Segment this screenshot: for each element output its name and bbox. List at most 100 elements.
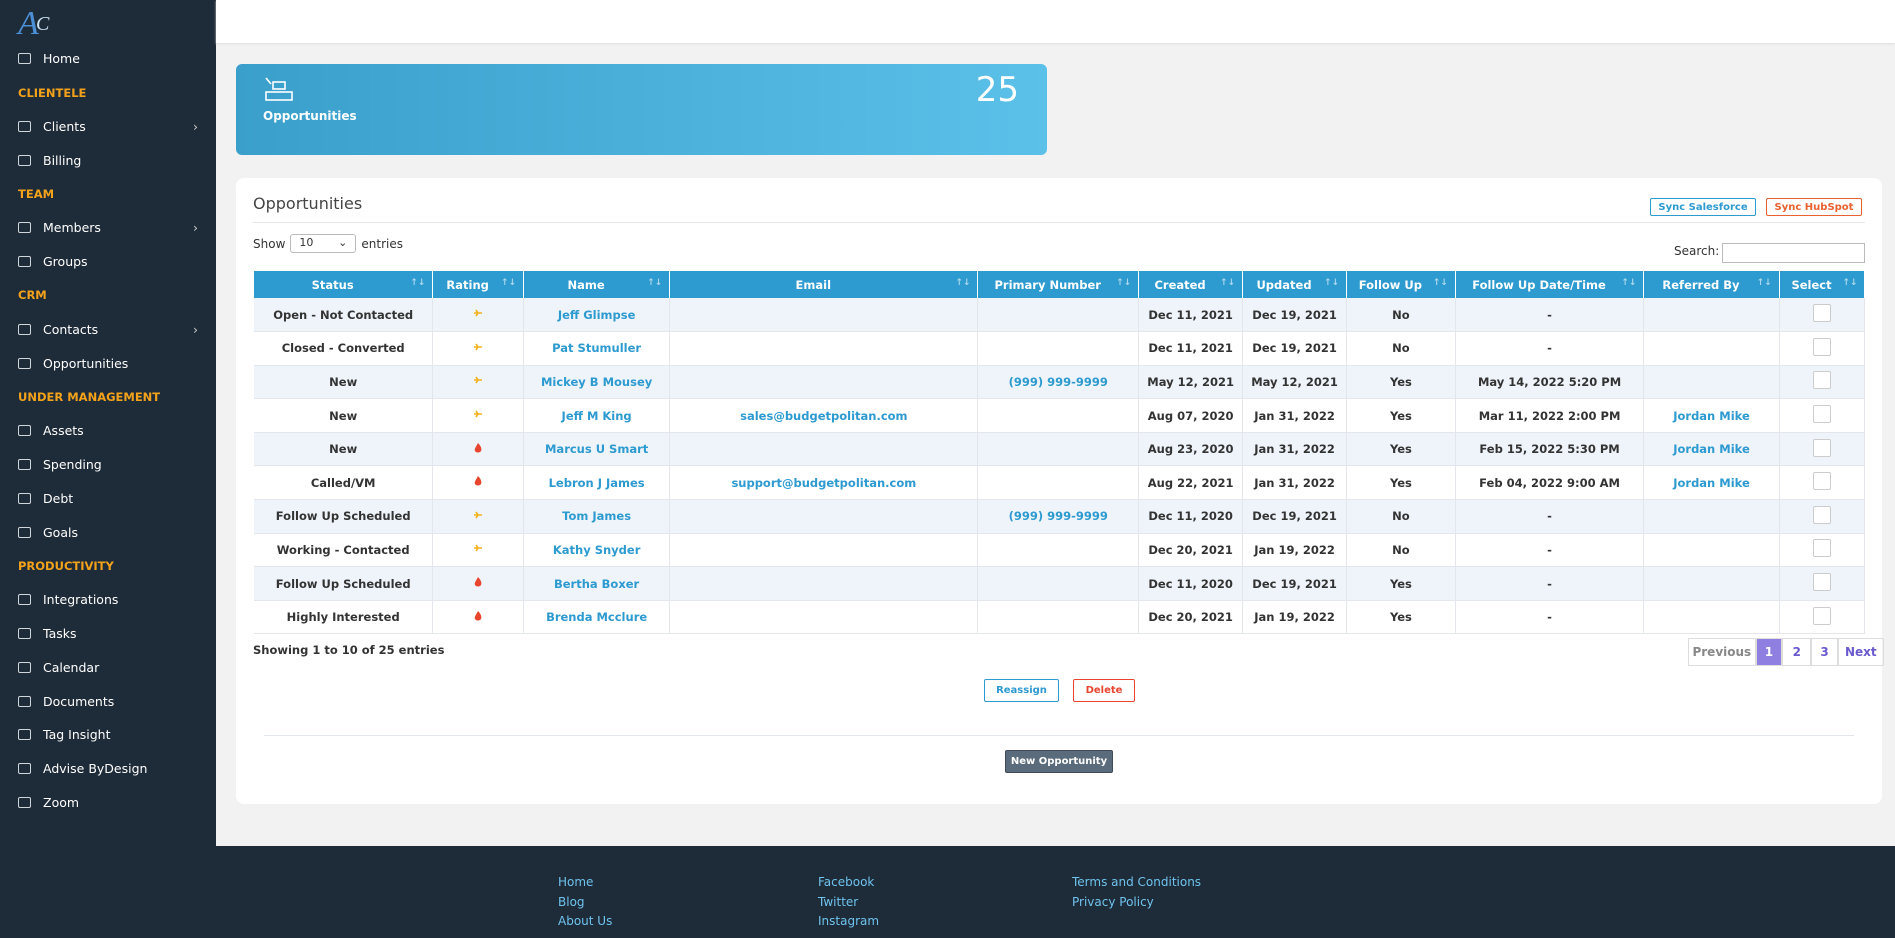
reassign-button[interactable]: Reassign (984, 679, 1059, 702)
nav-item[interactable]: Zoom (0, 786, 216, 820)
nav-item[interactable]: Groups (0, 245, 216, 279)
column-header[interactable]: Primary Number ↑↓ (977, 271, 1140, 298)
nav-item[interactable]: Home (0, 42, 216, 76)
column-header[interactable]: Select ↑↓ (1779, 271, 1866, 298)
nav-section: TEAM (0, 177, 216, 211)
cell-link[interactable]: Brenda Mcclure (546, 610, 648, 625)
column-header[interactable]: Referred By ↑↓ (1643, 271, 1780, 298)
footer-link[interactable]: Home (558, 875, 594, 889)
nav-item[interactable]: Advise ByDesign (0, 752, 216, 786)
page-button[interactable]: Previous (1688, 638, 1756, 666)
delete-button[interactable]: Delete (1073, 679, 1135, 702)
nav-item[interactable]: Tasks (0, 617, 216, 651)
rating-icon (474, 545, 483, 552)
footer-link[interactable]: Blog (558, 894, 585, 909)
cell (1643, 533, 1780, 568)
cell-link[interactable]: Marcus U Smart (544, 442, 649, 457)
cell: - (1455, 298, 1645, 333)
nav-item[interactable]: Goals (0, 515, 216, 549)
row-checkbox[interactable] (1813, 405, 1832, 424)
page-button[interactable]: 2 (1782, 638, 1812, 666)
nav-label: TEAM (18, 187, 55, 202)
cell: Dec 19, 2021 (1242, 298, 1348, 333)
nav-item[interactable]: Integrations (0, 583, 216, 617)
nav-item[interactable]: Clients › (0, 110, 216, 144)
row-checkbox[interactable] (1813, 573, 1832, 592)
card-count: 25 (975, 70, 1019, 110)
cell (1779, 533, 1866, 568)
cell-link[interactable]: support@budgetpolitan.com (731, 475, 917, 490)
header-label: Select (1791, 277, 1832, 292)
search-input[interactable] (1722, 243, 1865, 263)
cell-text: Dec 11, 2020 (1148, 509, 1233, 524)
cell: New (254, 365, 434, 400)
page-button[interactable]: 1 (1755, 638, 1783, 666)
cell-link[interactable]: Jordan Mike (1673, 475, 1750, 490)
cell-link[interactable]: Mickey B Mousey (540, 374, 653, 389)
cell-text: Yes (1389, 442, 1412, 457)
nav-item[interactable]: Billing (0, 143, 216, 177)
sync-hubspot[interactable]: Sync HubSpot (1766, 198, 1862, 216)
cell-link[interactable]: Bertha Boxer (553, 576, 640, 591)
cell: No (1346, 298, 1456, 333)
row-checkbox[interactable] (1813, 371, 1832, 390)
cell-link[interactable]: Jordan Mike (1673, 408, 1750, 423)
row-checkbox[interactable] (1813, 304, 1832, 323)
cell-link[interactable]: Lebron J James (548, 475, 645, 490)
cell: New (254, 432, 434, 467)
nav-item[interactable]: Debt (0, 481, 216, 515)
footer-link[interactable]: Privacy Policy (1072, 894, 1154, 909)
nav-item[interactable]: Members › (0, 211, 216, 245)
cell: sales@budgetpolitan.com (669, 398, 979, 433)
page-size-select[interactable]: 10 ⌄ (290, 234, 357, 253)
row-checkbox[interactable] (1813, 438, 1832, 457)
cell: New (254, 398, 434, 433)
cell-link[interactable]: Tom James (562, 509, 632, 524)
footer-link[interactable]: About Us (558, 914, 613, 928)
sort-icon: ↑↓ (1323, 277, 1340, 288)
cell-link[interactable]: (999) 999-9999 (1008, 509, 1108, 524)
cell-link[interactable]: (999) 999-9999 (1008, 374, 1108, 389)
page-button[interactable]: 3 (1811, 638, 1838, 666)
page-button[interactable]: Next (1837, 638, 1884, 666)
column-header[interactable]: Email ↑↓ (669, 271, 979, 298)
column-header[interactable]: Status ↑↓ (254, 271, 434, 298)
column-header[interactable]: Follow Up ↑↓ (1346, 271, 1456, 298)
nav-icon (18, 458, 31, 470)
row-checkbox[interactable] (1813, 505, 1832, 524)
nav-item[interactable]: Spending (0, 448, 216, 482)
cell-link[interactable]: Pat Stumuller (552, 341, 642, 356)
cell-link[interactable]: Jeff Glimpse (557, 307, 636, 322)
opportunities-table: Status ↑↓ Rating ↑↓ Name ↑↓ Email ↑↓ Primary Num… (254, 271, 1866, 635)
footer-link[interactable]: Facebook (818, 875, 875, 889)
table-row: Called/VM Lebron J James support@budgetpol… (254, 465, 1866, 501)
row-checkbox[interactable] (1813, 539, 1832, 558)
column-header[interactable]: Rating ↑↓ (432, 271, 524, 298)
nav-item[interactable]: Documents (0, 684, 216, 718)
cell (1779, 600, 1866, 635)
footer-link[interactable]: Twitter (818, 894, 859, 909)
column-header[interactable]: Name ↑↓ (523, 271, 671, 298)
cell (977, 465, 1140, 501)
sync-salesforce[interactable]: Sync Salesforce (1650, 198, 1756, 216)
nav-item[interactable]: Tag Insight (0, 718, 216, 752)
cell-link[interactable]: Kathy Snyder (552, 542, 641, 557)
column-header[interactable]: Created ↑↓ (1138, 271, 1244, 298)
cell-link[interactable]: sales@budgetpolitan.com (740, 408, 908, 423)
nav-item[interactable]: Calendar (0, 650, 216, 684)
column-header[interactable]: Updated ↑↓ (1242, 271, 1348, 298)
new-opportunity-button[interactable]: New Opportunity (1005, 750, 1113, 773)
row-checkbox[interactable] (1813, 337, 1832, 356)
cell-link[interactable]: Jordan Mike (1673, 442, 1750, 457)
cell-link[interactable]: Jeff M King (561, 408, 632, 423)
footer-link[interactable]: Terms and Conditions (1072, 875, 1202, 889)
row-checkbox[interactable] (1813, 606, 1832, 625)
nav-item[interactable]: Contacts › (0, 312, 216, 346)
footer-link[interactable]: Instagram (818, 914, 880, 928)
row-checkbox[interactable] (1813, 472, 1832, 491)
column-header[interactable]: Follow Up Date/Time ↑↓ (1455, 271, 1645, 298)
cell-text: Jan 19, 2022 (1254, 542, 1335, 557)
nav-item[interactable]: Assets (0, 414, 216, 448)
cell: Dec 11, 2020 (1138, 566, 1244, 601)
nav-item[interactable]: Opportunities (0, 346, 216, 380)
